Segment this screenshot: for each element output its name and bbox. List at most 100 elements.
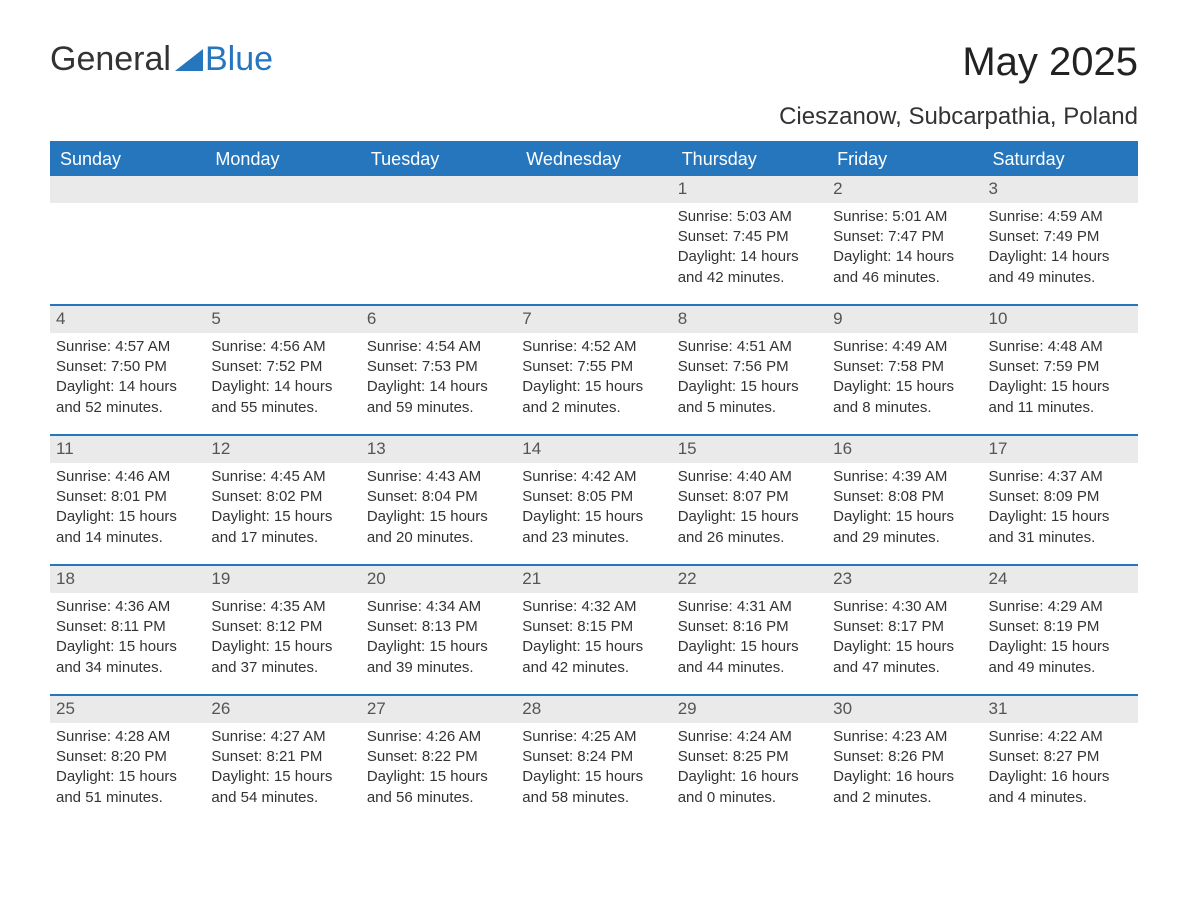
day-number: 30 bbox=[827, 696, 982, 723]
sunrise-text: Sunrise: 4:56 AM bbox=[211, 337, 354, 357]
sunset-text: Sunset: 8:25 PM bbox=[678, 747, 821, 767]
sunset-text: Sunset: 8:05 PM bbox=[522, 487, 665, 507]
calendar-day bbox=[50, 176, 205, 304]
calendar-day: 1Sunrise: 5:03 AMSunset: 7:45 PMDaylight… bbox=[672, 176, 827, 304]
sunrise-text: Sunrise: 4:57 AM bbox=[56, 337, 199, 357]
day2-text: and 42 minutes. bbox=[678, 268, 821, 288]
day1-text: Daylight: 15 hours bbox=[522, 767, 665, 787]
day2-text: and 17 minutes. bbox=[211, 528, 354, 548]
sunset-text: Sunset: 8:24 PM bbox=[522, 747, 665, 767]
sunset-text: Sunset: 7:53 PM bbox=[367, 357, 510, 377]
sunset-text: Sunset: 7:47 PM bbox=[833, 227, 976, 247]
sunrise-text: Sunrise: 4:23 AM bbox=[833, 727, 976, 747]
day2-text: and 56 minutes. bbox=[367, 788, 510, 808]
calendar-day: 20Sunrise: 4:34 AMSunset: 8:13 PMDayligh… bbox=[361, 566, 516, 694]
day2-text: and 34 minutes. bbox=[56, 658, 199, 678]
day1-text: Daylight: 15 hours bbox=[367, 507, 510, 527]
day1-text: Daylight: 15 hours bbox=[833, 637, 976, 657]
day1-text: Daylight: 15 hours bbox=[678, 377, 821, 397]
calendar-week: 18Sunrise: 4:36 AMSunset: 8:11 PMDayligh… bbox=[50, 564, 1138, 694]
day-number bbox=[361, 176, 516, 203]
day1-text: Daylight: 16 hours bbox=[833, 767, 976, 787]
weekday-header: Sunday bbox=[50, 143, 205, 176]
day-number: 8 bbox=[672, 306, 827, 333]
day2-text: and 20 minutes. bbox=[367, 528, 510, 548]
calendar-day: 7Sunrise: 4:52 AMSunset: 7:55 PMDaylight… bbox=[516, 306, 671, 434]
day-number: 25 bbox=[50, 696, 205, 723]
day-number: 4 bbox=[50, 306, 205, 333]
day1-text: Daylight: 15 hours bbox=[56, 767, 199, 787]
day-number: 14 bbox=[516, 436, 671, 463]
sunrise-text: Sunrise: 4:26 AM bbox=[367, 727, 510, 747]
sunrise-text: Sunrise: 4:54 AM bbox=[367, 337, 510, 357]
day2-text: and 47 minutes. bbox=[833, 658, 976, 678]
calendar-day: 5Sunrise: 4:56 AMSunset: 7:52 PMDaylight… bbox=[205, 306, 360, 434]
day1-text: Daylight: 15 hours bbox=[989, 377, 1132, 397]
sunrise-text: Sunrise: 4:29 AM bbox=[989, 597, 1132, 617]
sunrise-text: Sunrise: 4:42 AM bbox=[522, 467, 665, 487]
calendar-day: 28Sunrise: 4:25 AMSunset: 8:24 PMDayligh… bbox=[516, 696, 671, 824]
day2-text: and 8 minutes. bbox=[833, 398, 976, 418]
month-title: May 2025 bbox=[962, 40, 1138, 85]
sunrise-text: Sunrise: 4:45 AM bbox=[211, 467, 354, 487]
day1-text: Daylight: 15 hours bbox=[56, 637, 199, 657]
calendar-day: 21Sunrise: 4:32 AMSunset: 8:15 PMDayligh… bbox=[516, 566, 671, 694]
calendar-day bbox=[361, 176, 516, 304]
calendar-week: 4Sunrise: 4:57 AMSunset: 7:50 PMDaylight… bbox=[50, 304, 1138, 434]
calendar-day: 9Sunrise: 4:49 AMSunset: 7:58 PMDaylight… bbox=[827, 306, 982, 434]
day1-text: Daylight: 14 hours bbox=[367, 377, 510, 397]
sunrise-text: Sunrise: 4:51 AM bbox=[678, 337, 821, 357]
day-number: 13 bbox=[361, 436, 516, 463]
calendar-week: 25Sunrise: 4:28 AMSunset: 8:20 PMDayligh… bbox=[50, 694, 1138, 824]
calendar-day: 31Sunrise: 4:22 AMSunset: 8:27 PMDayligh… bbox=[983, 696, 1138, 824]
day-number: 21 bbox=[516, 566, 671, 593]
sunset-text: Sunset: 8:15 PM bbox=[522, 617, 665, 637]
day-number bbox=[516, 176, 671, 203]
sunrise-text: Sunrise: 4:24 AM bbox=[678, 727, 821, 747]
sunset-text: Sunset: 8:20 PM bbox=[56, 747, 199, 767]
sunrise-text: Sunrise: 4:27 AM bbox=[211, 727, 354, 747]
day1-text: Daylight: 15 hours bbox=[211, 637, 354, 657]
calendar-day: 25Sunrise: 4:28 AMSunset: 8:20 PMDayligh… bbox=[50, 696, 205, 824]
day-number: 7 bbox=[516, 306, 671, 333]
day2-text: and 37 minutes. bbox=[211, 658, 354, 678]
day1-text: Daylight: 15 hours bbox=[211, 767, 354, 787]
day1-text: Daylight: 15 hours bbox=[211, 507, 354, 527]
day-number: 27 bbox=[361, 696, 516, 723]
day1-text: Daylight: 15 hours bbox=[56, 507, 199, 527]
calendar-day bbox=[205, 176, 360, 304]
day-number: 29 bbox=[672, 696, 827, 723]
calendar-day: 14Sunrise: 4:42 AMSunset: 8:05 PMDayligh… bbox=[516, 436, 671, 564]
calendar-day: 15Sunrise: 4:40 AMSunset: 8:07 PMDayligh… bbox=[672, 436, 827, 564]
day2-text: and 5 minutes. bbox=[678, 398, 821, 418]
day-number: 23 bbox=[827, 566, 982, 593]
logo-triangle-icon bbox=[175, 49, 203, 71]
sunrise-text: Sunrise: 4:22 AM bbox=[989, 727, 1132, 747]
day1-text: Daylight: 15 hours bbox=[522, 377, 665, 397]
calendar-day: 18Sunrise: 4:36 AMSunset: 8:11 PMDayligh… bbox=[50, 566, 205, 694]
sunset-text: Sunset: 8:21 PM bbox=[211, 747, 354, 767]
day-number: 6 bbox=[361, 306, 516, 333]
sunset-text: Sunset: 8:16 PM bbox=[678, 617, 821, 637]
day-number: 17 bbox=[983, 436, 1138, 463]
day1-text: Daylight: 14 hours bbox=[989, 247, 1132, 267]
calendar-day: 30Sunrise: 4:23 AMSunset: 8:26 PMDayligh… bbox=[827, 696, 982, 824]
day1-text: Daylight: 14 hours bbox=[211, 377, 354, 397]
weekday-header: Tuesday bbox=[361, 143, 516, 176]
calendar-day: 8Sunrise: 4:51 AMSunset: 7:56 PMDaylight… bbox=[672, 306, 827, 434]
calendar-day: 12Sunrise: 4:45 AMSunset: 8:02 PMDayligh… bbox=[205, 436, 360, 564]
weekday-header: Saturday bbox=[983, 143, 1138, 176]
day-number: 12 bbox=[205, 436, 360, 463]
sunrise-text: Sunrise: 4:43 AM bbox=[367, 467, 510, 487]
logo: General Blue bbox=[50, 40, 273, 79]
weekday-header: Wednesday bbox=[516, 143, 671, 176]
day1-text: Daylight: 14 hours bbox=[56, 377, 199, 397]
calendar-day: 3Sunrise: 4:59 AMSunset: 7:49 PMDaylight… bbox=[983, 176, 1138, 304]
day-number: 1 bbox=[672, 176, 827, 203]
day2-text: and 2 minutes. bbox=[522, 398, 665, 418]
day1-text: Daylight: 15 hours bbox=[833, 377, 976, 397]
sunrise-text: Sunrise: 4:48 AM bbox=[989, 337, 1132, 357]
logo-text-blue: Blue bbox=[205, 40, 273, 79]
sunrise-text: Sunrise: 4:35 AM bbox=[211, 597, 354, 617]
day2-text: and 46 minutes. bbox=[833, 268, 976, 288]
